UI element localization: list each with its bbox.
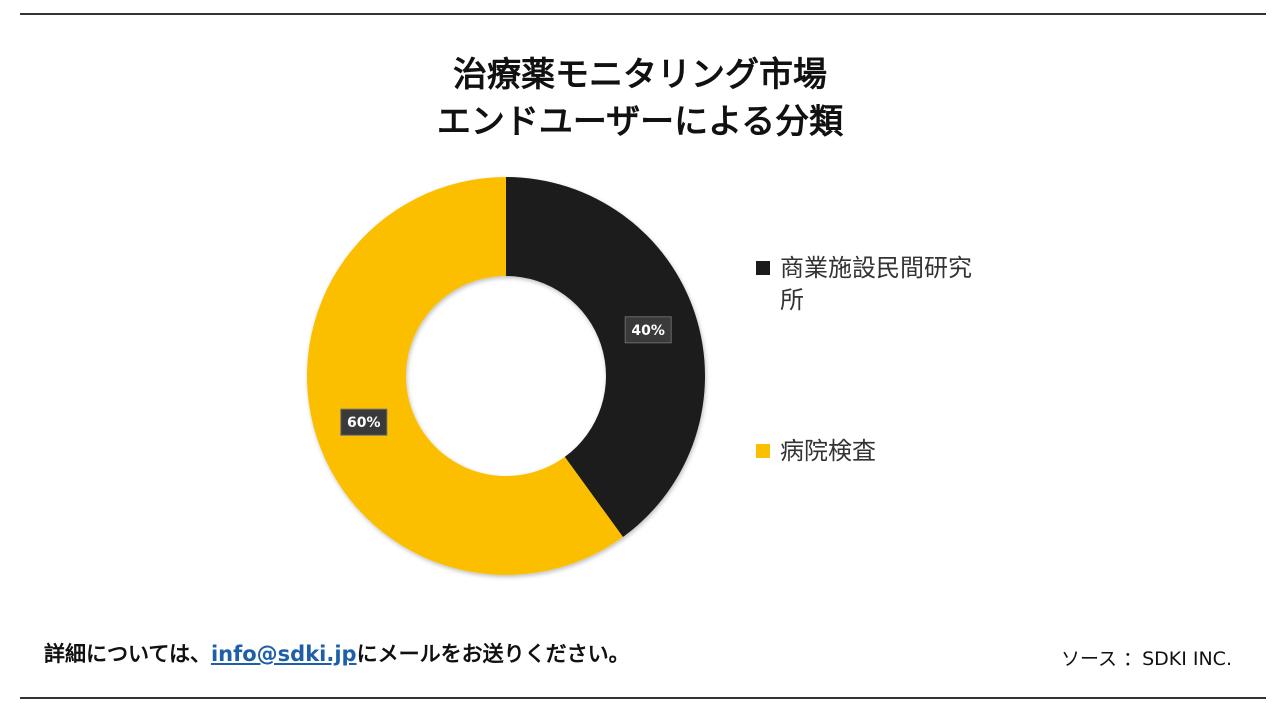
chart-title-line-2: エンドユーザーによる分類 [436,102,844,142]
legend-swatch-commercial-labs [756,261,770,275]
data-label-text-commercial-labs: 40% [631,323,665,339]
legend-swatch-hospital-labs [756,444,770,458]
data-label-box-commercial-labs [624,316,672,344]
data-label-hospital-labs: 60% [340,408,388,436]
contact-note: 詳細については、info@sdki.jpにメールをお送りください。 [44,638,630,668]
chart-title: 治療薬モニタリング市場 エンドユーザーによる分類 [0,52,1280,146]
data-label-commercial-labs: 40% [624,316,672,344]
chart-title-line-1: 治療薬モニタリング市場 [453,55,827,95]
bottom-divider [20,697,1266,699]
contact-suffix: にメールをお送りください。 [356,642,630,666]
donut-slice-commercial-labs [506,177,705,537]
source-note: ソース ：SDKI INC. [1060,648,1232,670]
contact-prefix: 詳細については、 [44,642,211,666]
donut-data-labels: 40% 60% [340,316,672,436]
donut-slices [306,177,705,575]
legend-label-commercial-labs: 商業施設民間研究所 [780,254,972,314]
data-label-box-hospital-labs [340,408,388,436]
data-label-text-hospital-labs: 60% [347,415,381,431]
top-divider [20,13,1266,15]
contact-email-link[interactable]: info@sdki.jp [210,642,357,666]
donut-slice-hospital-labs [306,177,623,575]
legend-label-hospital-labs: 病院検査 [780,437,876,465]
